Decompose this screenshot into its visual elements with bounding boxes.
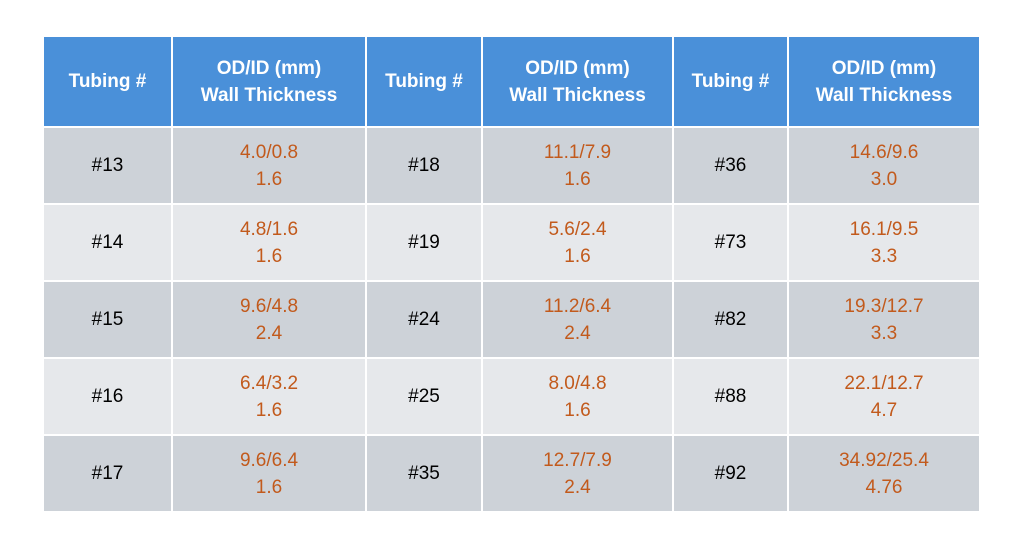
wall-thickness-value: 2.4 — [564, 476, 591, 498]
tubing-number-cell: #24 — [365, 280, 483, 359]
dimension-cell: 11.1/7.9 1.6 — [481, 126, 674, 205]
header-dimensions: OD/ID (mm) Wall Thickness — [481, 35, 674, 128]
dimension-cell: 8.0/4.8 1.6 — [481, 357, 674, 436]
od-id-value: 12.7/7.9 — [543, 449, 612, 471]
header-dimensions: OD/ID (mm) Wall Thickness — [787, 35, 981, 128]
dimension-cell: 34.92/25.4 4.76 — [787, 434, 981, 513]
table-row: #15 9.6/4.8 2.4 #24 11.2/6.4 2.4 #82 19.3/… — [42, 280, 981, 359]
header-tubing-label: Tubing # — [691, 71, 770, 92]
od-id-value: 5.6/2.4 — [548, 218, 607, 240]
wall-thickness-value: 3.0 — [870, 168, 898, 190]
wall-thickness-value: 4.7 — [870, 399, 898, 421]
wall-thickness-value: 1.6 — [255, 168, 283, 190]
header-tubing: Tubing # — [672, 35, 789, 128]
od-id-value: 22.1/12.7 — [844, 372, 924, 394]
od-id-value: 4.8/1.6 — [239, 218, 299, 240]
tubing-number-cell: #15 — [42, 280, 173, 359]
dimension-cell: 14.6/9.6 3.0 — [787, 126, 981, 205]
header-row: Tubing # OD/ID (mm) Wall Thickness Tubing… — [42, 35, 981, 128]
header-dimensions-line1: OD/ID (mm) — [216, 57, 322, 79]
dimension-cell: 19.3/12.7 3.3 — [787, 280, 981, 359]
od-id-value: 11.2/6.4 — [543, 295, 612, 317]
table-row: #14 4.8/1.6 1.6 #19 5.6/2.4 1.6 #73 16.1/9… — [42, 203, 981, 282]
tubing-number-cell: #82 — [672, 280, 789, 359]
wall-thickness-value: 3.3 — [870, 322, 898, 344]
header-tubing: Tubing # — [365, 35, 483, 128]
od-id-value: 6.4/3.2 — [239, 372, 299, 394]
dimension-cell: 22.1/12.7 4.7 — [787, 357, 981, 436]
od-id-value: 19.3/12.7 — [844, 295, 924, 317]
wall-thickness-value: 2.4 — [255, 322, 283, 344]
dimension-cell: 11.2/6.4 2.4 — [481, 280, 674, 359]
wall-thickness-value: 1.6 — [564, 399, 591, 421]
header-dimensions: OD/ID (mm) Wall Thickness — [171, 35, 367, 128]
tubing-number-cell: #13 — [42, 126, 173, 205]
tubing-number-cell: #92 — [672, 434, 789, 513]
tubing-number-cell: #88 — [672, 357, 789, 436]
tubing-number-cell: #14 — [42, 203, 173, 282]
od-id-value: 16.1/9.5 — [849, 218, 919, 240]
table-row: #13 4.0/0.8 1.6 #18 11.1/7.9 1.6 #36 14.6/… — [42, 126, 981, 205]
wall-thickness-value: 1.6 — [564, 168, 591, 190]
wall-thickness-value: 3.3 — [870, 245, 898, 267]
tubing-number-cell: #18 — [365, 126, 483, 205]
header-dimensions-line2: Wall Thickness — [200, 84, 338, 106]
tubing-number-cell: #36 — [672, 126, 789, 205]
header-dimensions-line1: OD/ID (mm) — [525, 57, 630, 79]
wall-thickness-value: 1.6 — [255, 245, 283, 267]
header-tubing-label: Tubing # — [68, 71, 147, 92]
wall-thickness-value: 2.4 — [564, 322, 591, 344]
table-row: #16 6.4/3.2 1.6 #25 8.0/4.8 1.6 #88 22.1/1… — [42, 357, 981, 436]
table-body: #13 4.0/0.8 1.6 #18 11.1/7.9 1.6 #36 14.6/… — [42, 126, 981, 513]
dimension-cell: 9.6/4.8 2.4 — [171, 280, 367, 359]
od-id-value: 8.0/4.8 — [548, 372, 607, 394]
wall-thickness-value: 1.6 — [255, 476, 283, 498]
tubing-number-cell: #35 — [365, 434, 483, 513]
table-row: #17 9.6/6.4 1.6 #35 12.7/7.9 2.4 #92 34.92… — [42, 434, 981, 513]
header-dimensions-line2: Wall Thickness — [815, 84, 953, 106]
od-id-value: 11.1/7.9 — [543, 141, 612, 163]
od-id-value: 34.92/25.4 — [839, 449, 929, 471]
od-id-value: 4.0/0.8 — [239, 141, 299, 163]
tubing-number-cell: #17 — [42, 434, 173, 513]
tubing-number-cell: #25 — [365, 357, 483, 436]
wall-thickness-value: 4.76 — [865, 476, 903, 498]
od-id-value: 14.6/9.6 — [849, 141, 919, 163]
tubing-number-cell: #16 — [42, 357, 173, 436]
wall-thickness-value: 1.6 — [564, 245, 591, 267]
od-id-value: 9.6/4.8 — [239, 295, 299, 317]
wall-thickness-value: 1.6 — [255, 399, 283, 421]
dimension-cell: 12.7/7.9 2.4 — [481, 434, 674, 513]
tubing-table: Tubing # OD/ID (mm) Wall Thickness Tubing… — [42, 35, 981, 513]
od-id-value: 9.6/6.4 — [239, 449, 299, 471]
table-header: Tubing # OD/ID (mm) Wall Thickness Tubing… — [42, 35, 981, 128]
tubing-number-cell: #19 — [365, 203, 483, 282]
dimension-cell: 6.4/3.2 1.6 — [171, 357, 367, 436]
dimension-cell: 9.6/6.4 1.6 — [171, 434, 367, 513]
header-tubing: Tubing # — [42, 35, 173, 128]
dimension-cell: 4.8/1.6 1.6 — [171, 203, 367, 282]
header-tubing-label: Tubing # — [385, 71, 463, 92]
dimension-cell: 16.1/9.5 3.3 — [787, 203, 981, 282]
header-dimensions-line2: Wall Thickness — [509, 84, 646, 106]
dimension-cell: 4.0/0.8 1.6 — [171, 126, 367, 205]
tubing-number-cell: #73 — [672, 203, 789, 282]
dimension-cell: 5.6/2.4 1.6 — [481, 203, 674, 282]
header-dimensions-line1: OD/ID (mm) — [831, 57, 937, 79]
